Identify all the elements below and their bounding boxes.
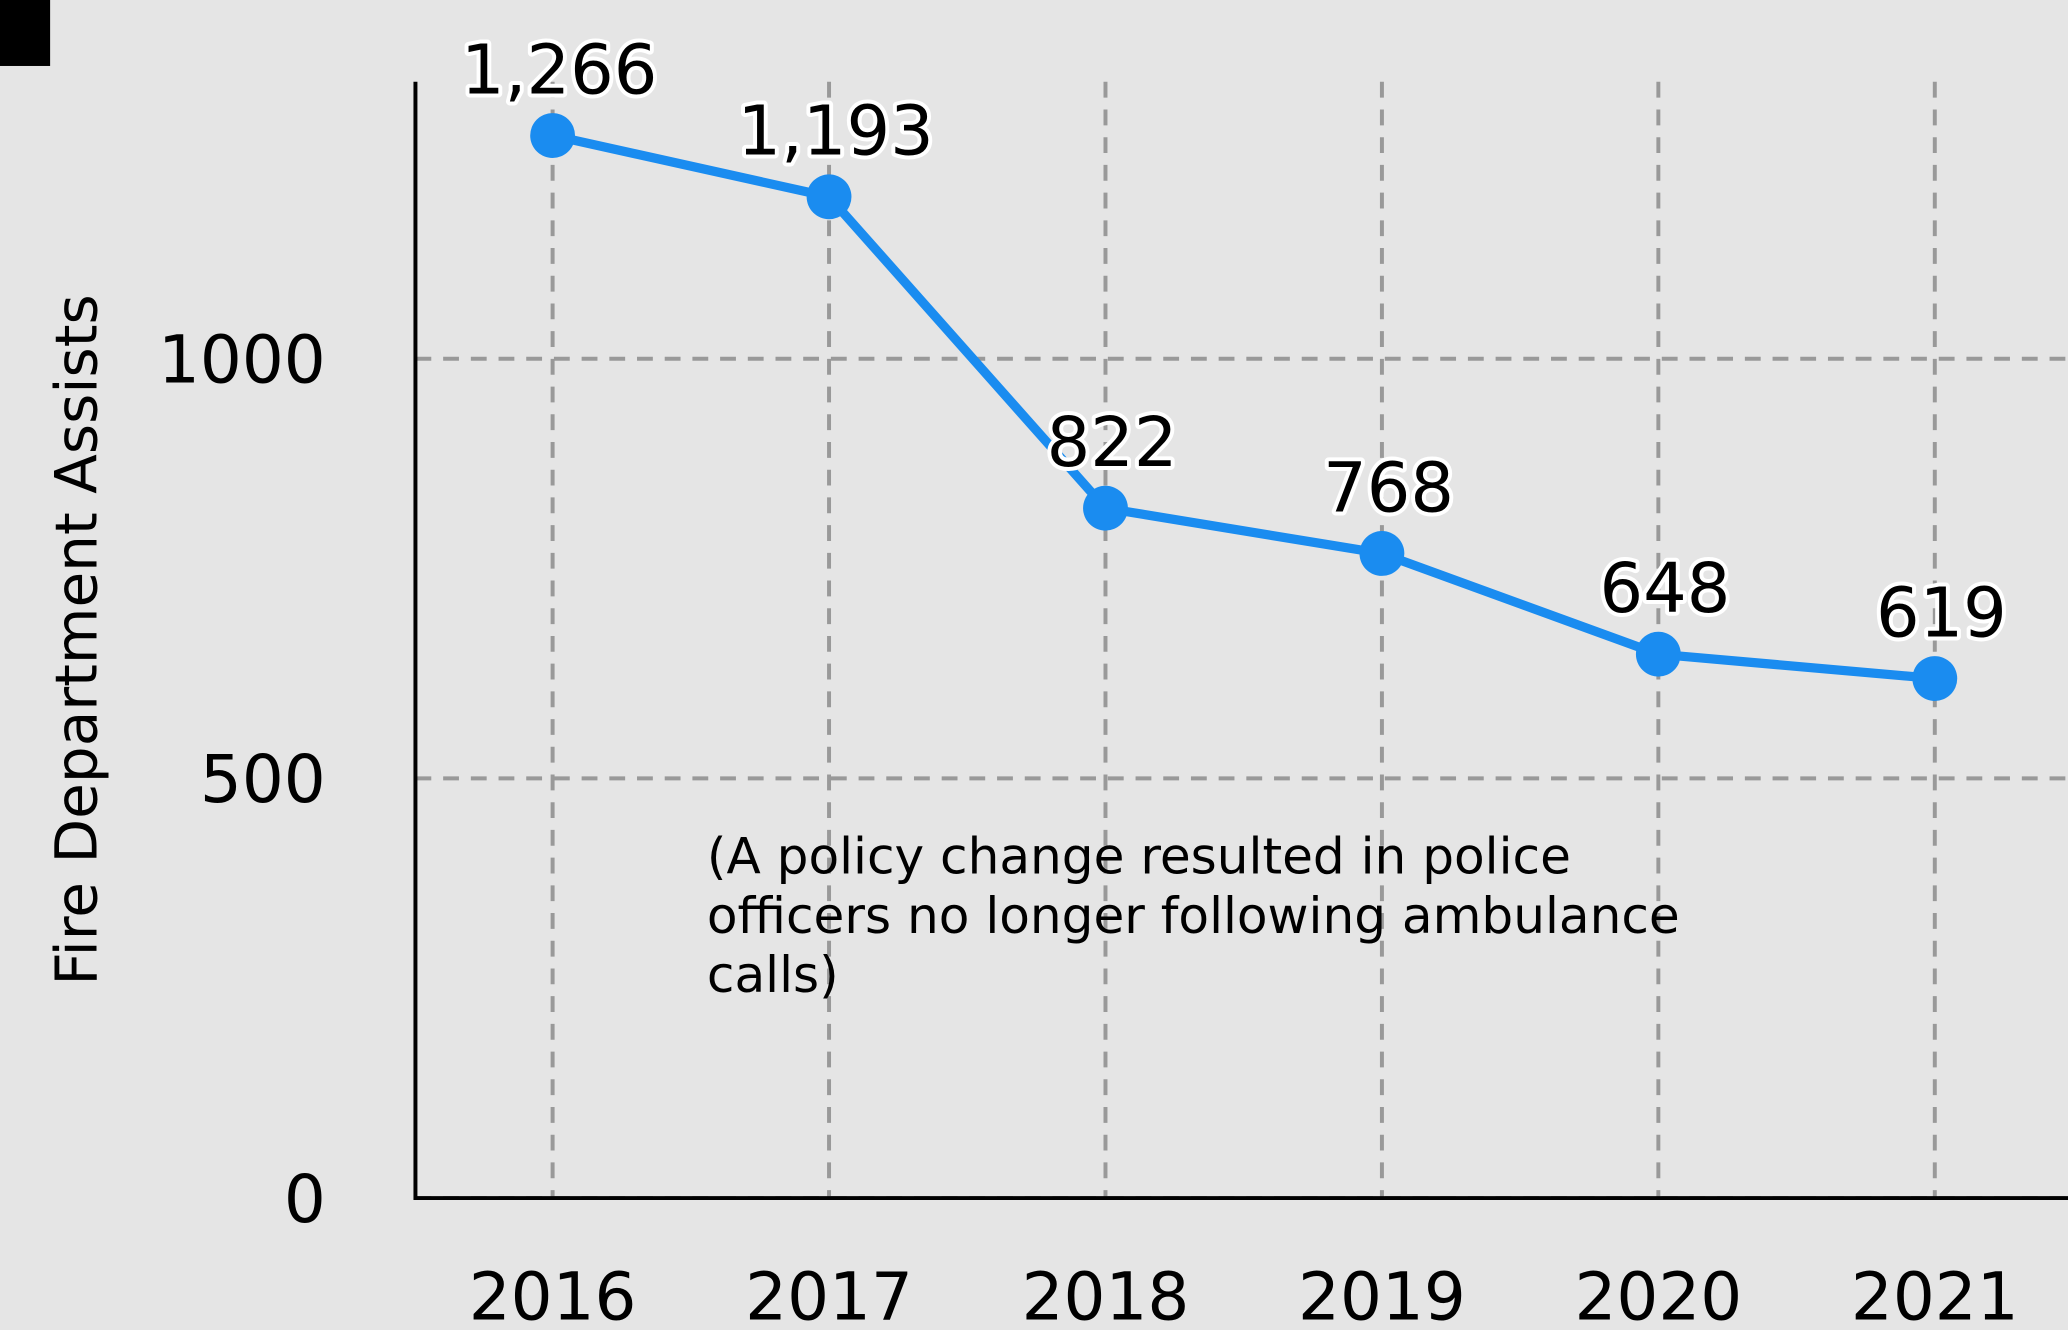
data-label: 1,266 [461,30,657,110]
x-tick-label: 2019 [1298,1258,1466,1330]
x-tick-label: 2016 [469,1258,637,1330]
annotation: calls) [707,945,839,1004]
y-tick-label: 1000 [158,322,326,399]
point [530,113,576,158]
point [1912,656,1958,701]
line [551,131,1936,684]
y-tick-label: 0 [284,1161,326,1238]
x-tick-label: 2017 [745,1258,913,1330]
y-axis-label: Fire Department Assists [42,294,110,985]
data-label: 822 [1047,403,1178,483]
data-label: 1,193 [737,92,933,172]
x-tick-label: 2021 [1851,1258,2019,1330]
data-label: 648 [1600,549,1731,629]
annotation: (A policy change resulted in police [707,826,1571,885]
point [1083,485,1128,531]
data-label: 619 [1876,573,2007,653]
corner-block [0,0,51,66]
data-label: 768 [1323,448,1454,528]
annotation: officers no longer following ambulance [707,886,1680,945]
point [806,174,852,220]
x-tick-label: 2018 [1022,1258,1190,1330]
point [1359,531,1405,576]
y-tick-label: 500 [200,741,326,818]
x-tick-label: 2020 [1574,1258,1742,1330]
point [1635,631,1681,677]
